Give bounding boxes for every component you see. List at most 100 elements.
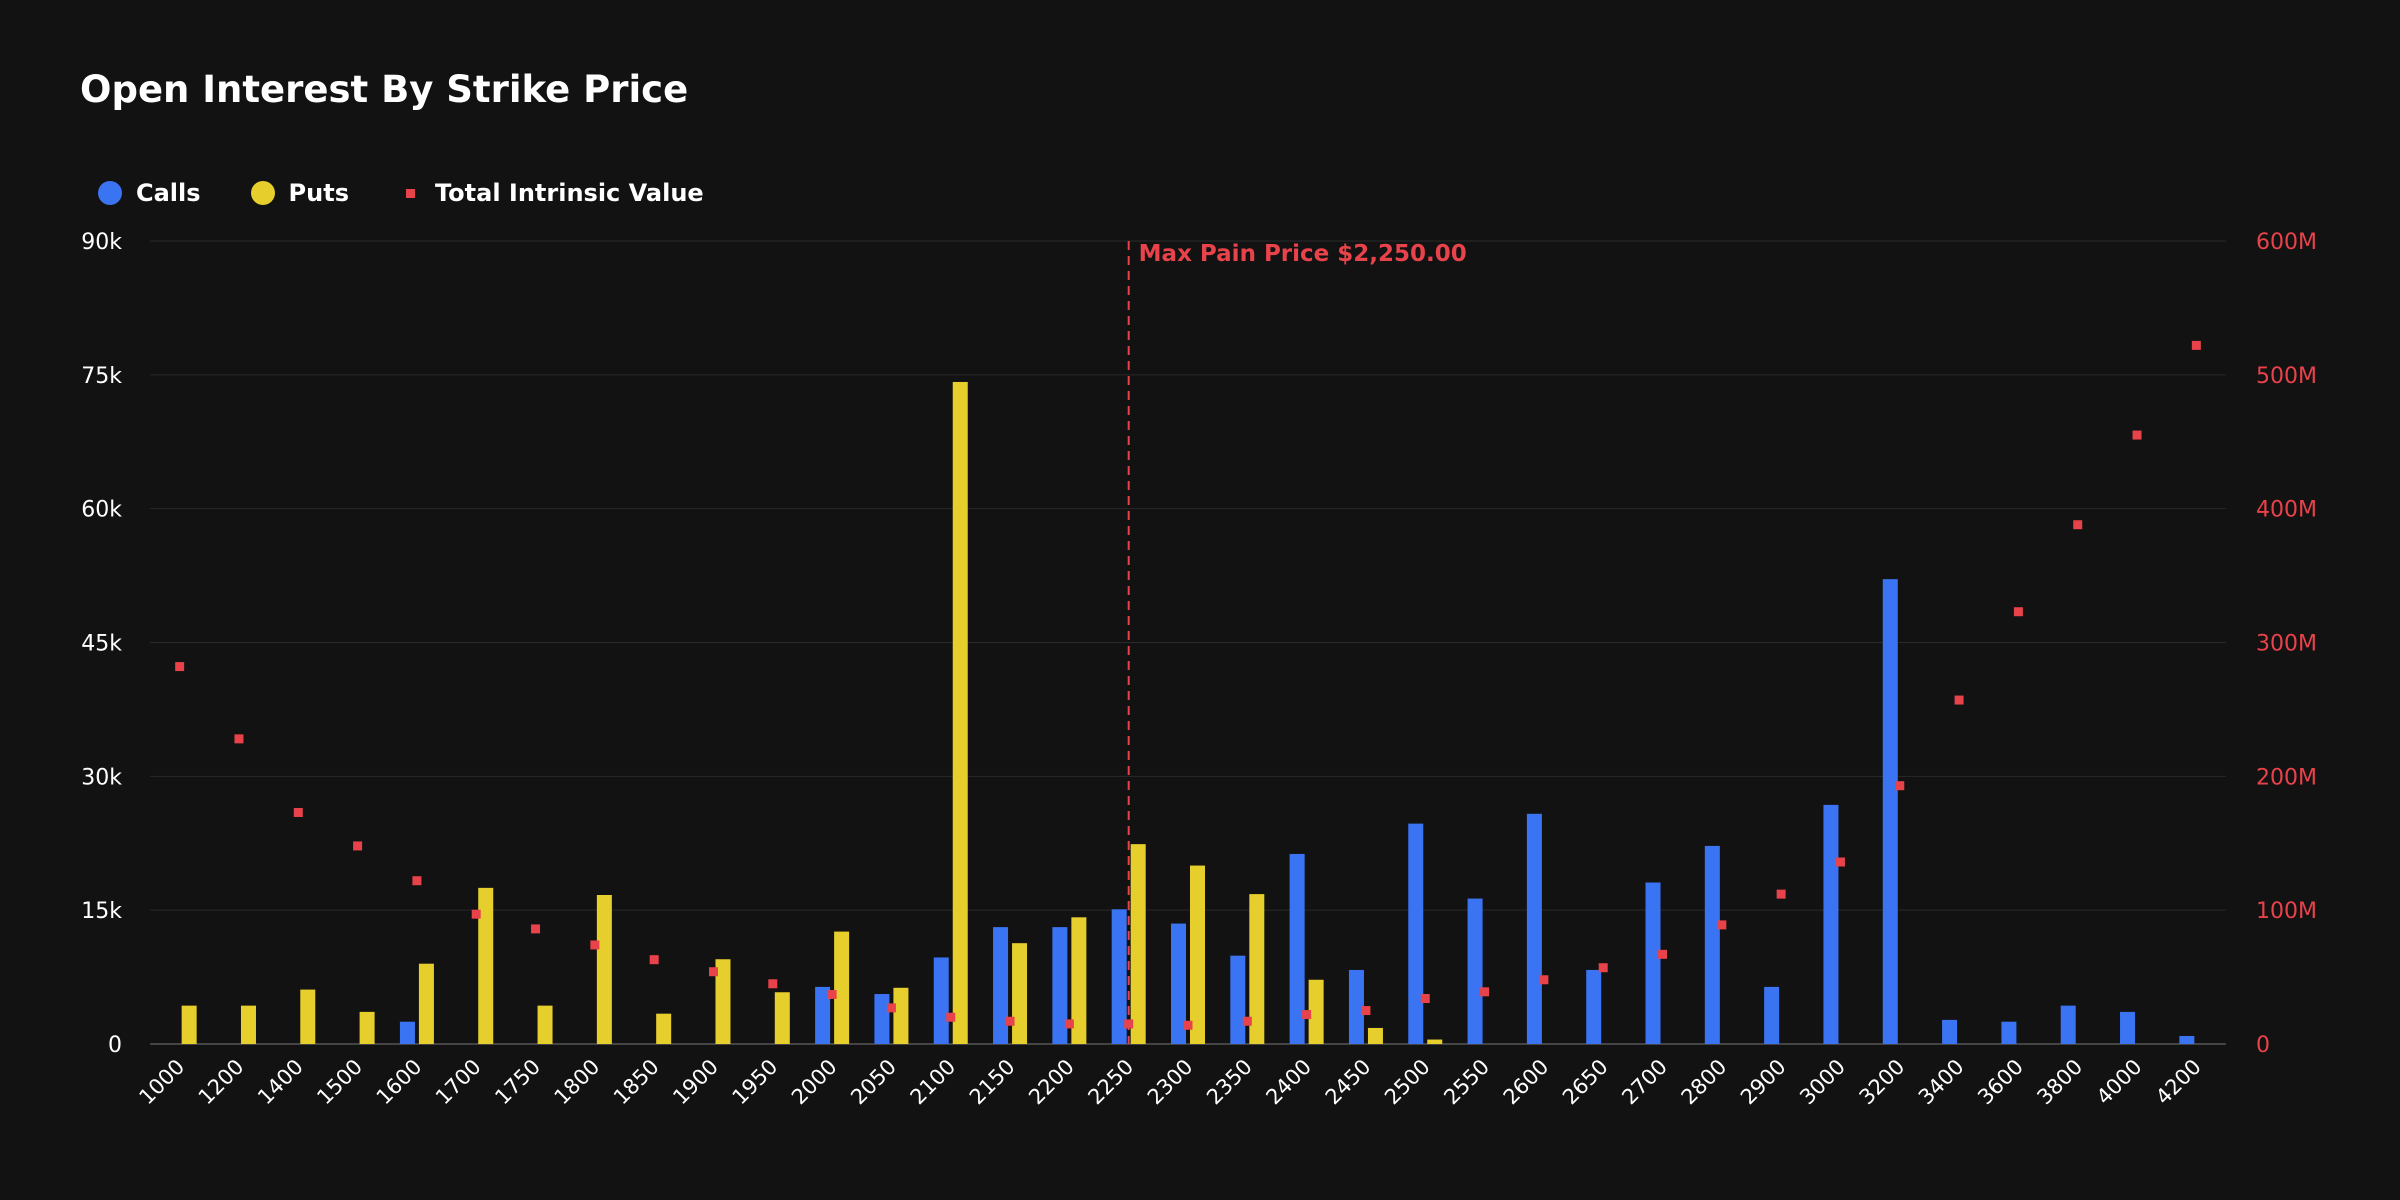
y-left-tick-label: 15k <box>81 899 122 924</box>
intrinsic-value-point <box>1776 889 1786 899</box>
puts-bar <box>715 959 731 1044</box>
intrinsic-value-point <box>649 955 659 965</box>
calls-swatch <box>98 181 122 205</box>
calls-bar <box>874 994 890 1044</box>
y-right-tick-label: 600M <box>2256 230 2317 255</box>
puts-bar <box>181 1005 197 1044</box>
y-left-tick-label: 30k <box>81 765 122 790</box>
x-tick-label: 2250 <box>1083 1055 1138 1110</box>
intrinsic-value-point <box>1361 1006 1371 1016</box>
x-tick-label: 2300 <box>1143 1055 1198 1110</box>
x-tick-label: 2450 <box>1321 1055 1376 1110</box>
y-left-tick-label: 60k <box>81 498 122 523</box>
calls-bar <box>993 927 1009 1044</box>
x-tick-label: 2200 <box>1024 1055 1079 1110</box>
intrinsic-value-point <box>827 989 837 999</box>
calls-bar <box>1526 813 1542 1044</box>
y-right-tick-label: 100M <box>2256 899 2317 924</box>
puts-bar <box>478 887 494 1044</box>
intrinsic-value-point <box>1183 1020 1193 1030</box>
x-tick-label: 2650 <box>1558 1055 1613 1110</box>
puts-bar <box>656 1013 672 1044</box>
calls-bar <box>1645 882 1661 1044</box>
puts-swatch <box>250 181 275 205</box>
calls-bar <box>1348 969 1364 1044</box>
legend-label-intrinsic: Total Intrinsic Value <box>434 179 704 207</box>
puts-bar <box>1367 1027 1383 1044</box>
intrinsic-value-point <box>1064 1019 1074 1029</box>
intrinsic-value-point <box>946 1012 956 1022</box>
intrinsic-value-point <box>1242 1016 1252 1026</box>
puts-bar <box>1249 894 1265 1044</box>
legend-item-calls[interactable]: Calls <box>98 179 201 207</box>
x-tick-label: 2700 <box>1617 1055 1672 1110</box>
calls-bar <box>1882 579 1898 1044</box>
intrinsic-value-point <box>1835 857 1845 867</box>
y-right-tick-label: 300M <box>2256 632 2317 657</box>
x-tick-label: 2500 <box>1380 1055 1435 1110</box>
x-tick-label: 3400 <box>1914 1055 1969 1110</box>
intrinsic-value-point <box>1954 695 1964 705</box>
x-tick-label: 1950 <box>728 1055 783 1110</box>
x-tick-label: 2400 <box>1261 1055 1316 1110</box>
x-tick-label: 2000 <box>787 1055 842 1110</box>
x-tick-label: 1000 <box>134 1055 189 1110</box>
intrinsic-value-point <box>1420 993 1430 1003</box>
intrinsic-value-point <box>768 979 778 989</box>
puts-bar <box>1130 844 1146 1044</box>
calls-bar <box>1230 955 1246 1044</box>
x-tick-label: 3200 <box>1855 1055 1910 1110</box>
x-tick-label: 1400 <box>253 1055 308 1110</box>
x-tick-label: 4200 <box>2151 1055 2206 1110</box>
x-tick-label: 2350 <box>1202 1055 1257 1110</box>
x-tick-label: 2100 <box>906 1055 961 1110</box>
intrinsic-value-point <box>1598 963 1608 973</box>
puts-bar <box>1427 1039 1443 1044</box>
intrinsic-value-point <box>1717 920 1727 930</box>
x-tick-label: 2800 <box>1677 1055 1732 1110</box>
calls-bar <box>2120 1011 2136 1044</box>
puts-bar <box>537 1005 553 1044</box>
puts-bar <box>952 381 968 1045</box>
legend-item-puts[interactable]: Puts <box>250 179 349 207</box>
chart-title: Open Interest By Strike Price <box>80 68 689 111</box>
calls-bar <box>1823 804 1839 1044</box>
calls-bar <box>1111 909 1127 1044</box>
puts-bar <box>1190 865 1205 1044</box>
calls-bar <box>2179 1035 2195 1044</box>
puts-bar <box>418 963 434 1044</box>
x-tick-label: 1850 <box>609 1055 664 1110</box>
legend-label-calls: Calls <box>136 179 201 207</box>
intrinsic-value-point <box>1302 1010 1312 1020</box>
max-pain-label: Max Pain Price $2,250.00 <box>1139 241 1467 267</box>
calls-bar <box>399 1021 415 1044</box>
intrinsic-value-point <box>2013 607 2023 617</box>
puts-bar <box>1012 943 1028 1044</box>
intrinsic-value-point <box>234 734 244 744</box>
calls-bar <box>1764 986 1780 1044</box>
puts-bar <box>240 1005 256 1044</box>
x-tick-label: 1800 <box>550 1055 605 1110</box>
calls-bar <box>815 986 831 1044</box>
puts-bar <box>834 931 850 1044</box>
puts-bar <box>774 992 790 1044</box>
x-tick-label: 4000 <box>2092 1055 2147 1110</box>
intrinsic-value-point <box>471 909 481 919</box>
intrinsic-value-point <box>1539 975 1549 985</box>
x-tick-label: 2150 <box>965 1055 1020 1110</box>
intrinsic-value-point <box>353 841 363 851</box>
intrinsic-value-point <box>412 876 422 886</box>
calls-bar <box>1704 845 1720 1044</box>
calls-bar <box>1289 853 1305 1044</box>
calls-bar <box>933 957 949 1044</box>
legend-item-intrinsic[interactable]: Total Intrinsic Value <box>399 179 704 207</box>
x-tick-label: 2550 <box>1439 1055 1494 1110</box>
intrinsic-value-point <box>2132 430 2142 440</box>
intrinsic-value-point <box>886 1003 896 1013</box>
intrinsic-value-point <box>1658 949 1668 959</box>
x-tick-label: 1500 <box>312 1055 367 1110</box>
y-right-tick-label: 500M <box>2256 364 2317 389</box>
x-tick-label: 2600 <box>1499 1055 1554 1110</box>
intrinsic-value-point <box>2073 520 2083 530</box>
intrinsic-value-point <box>1124 1019 1134 1029</box>
